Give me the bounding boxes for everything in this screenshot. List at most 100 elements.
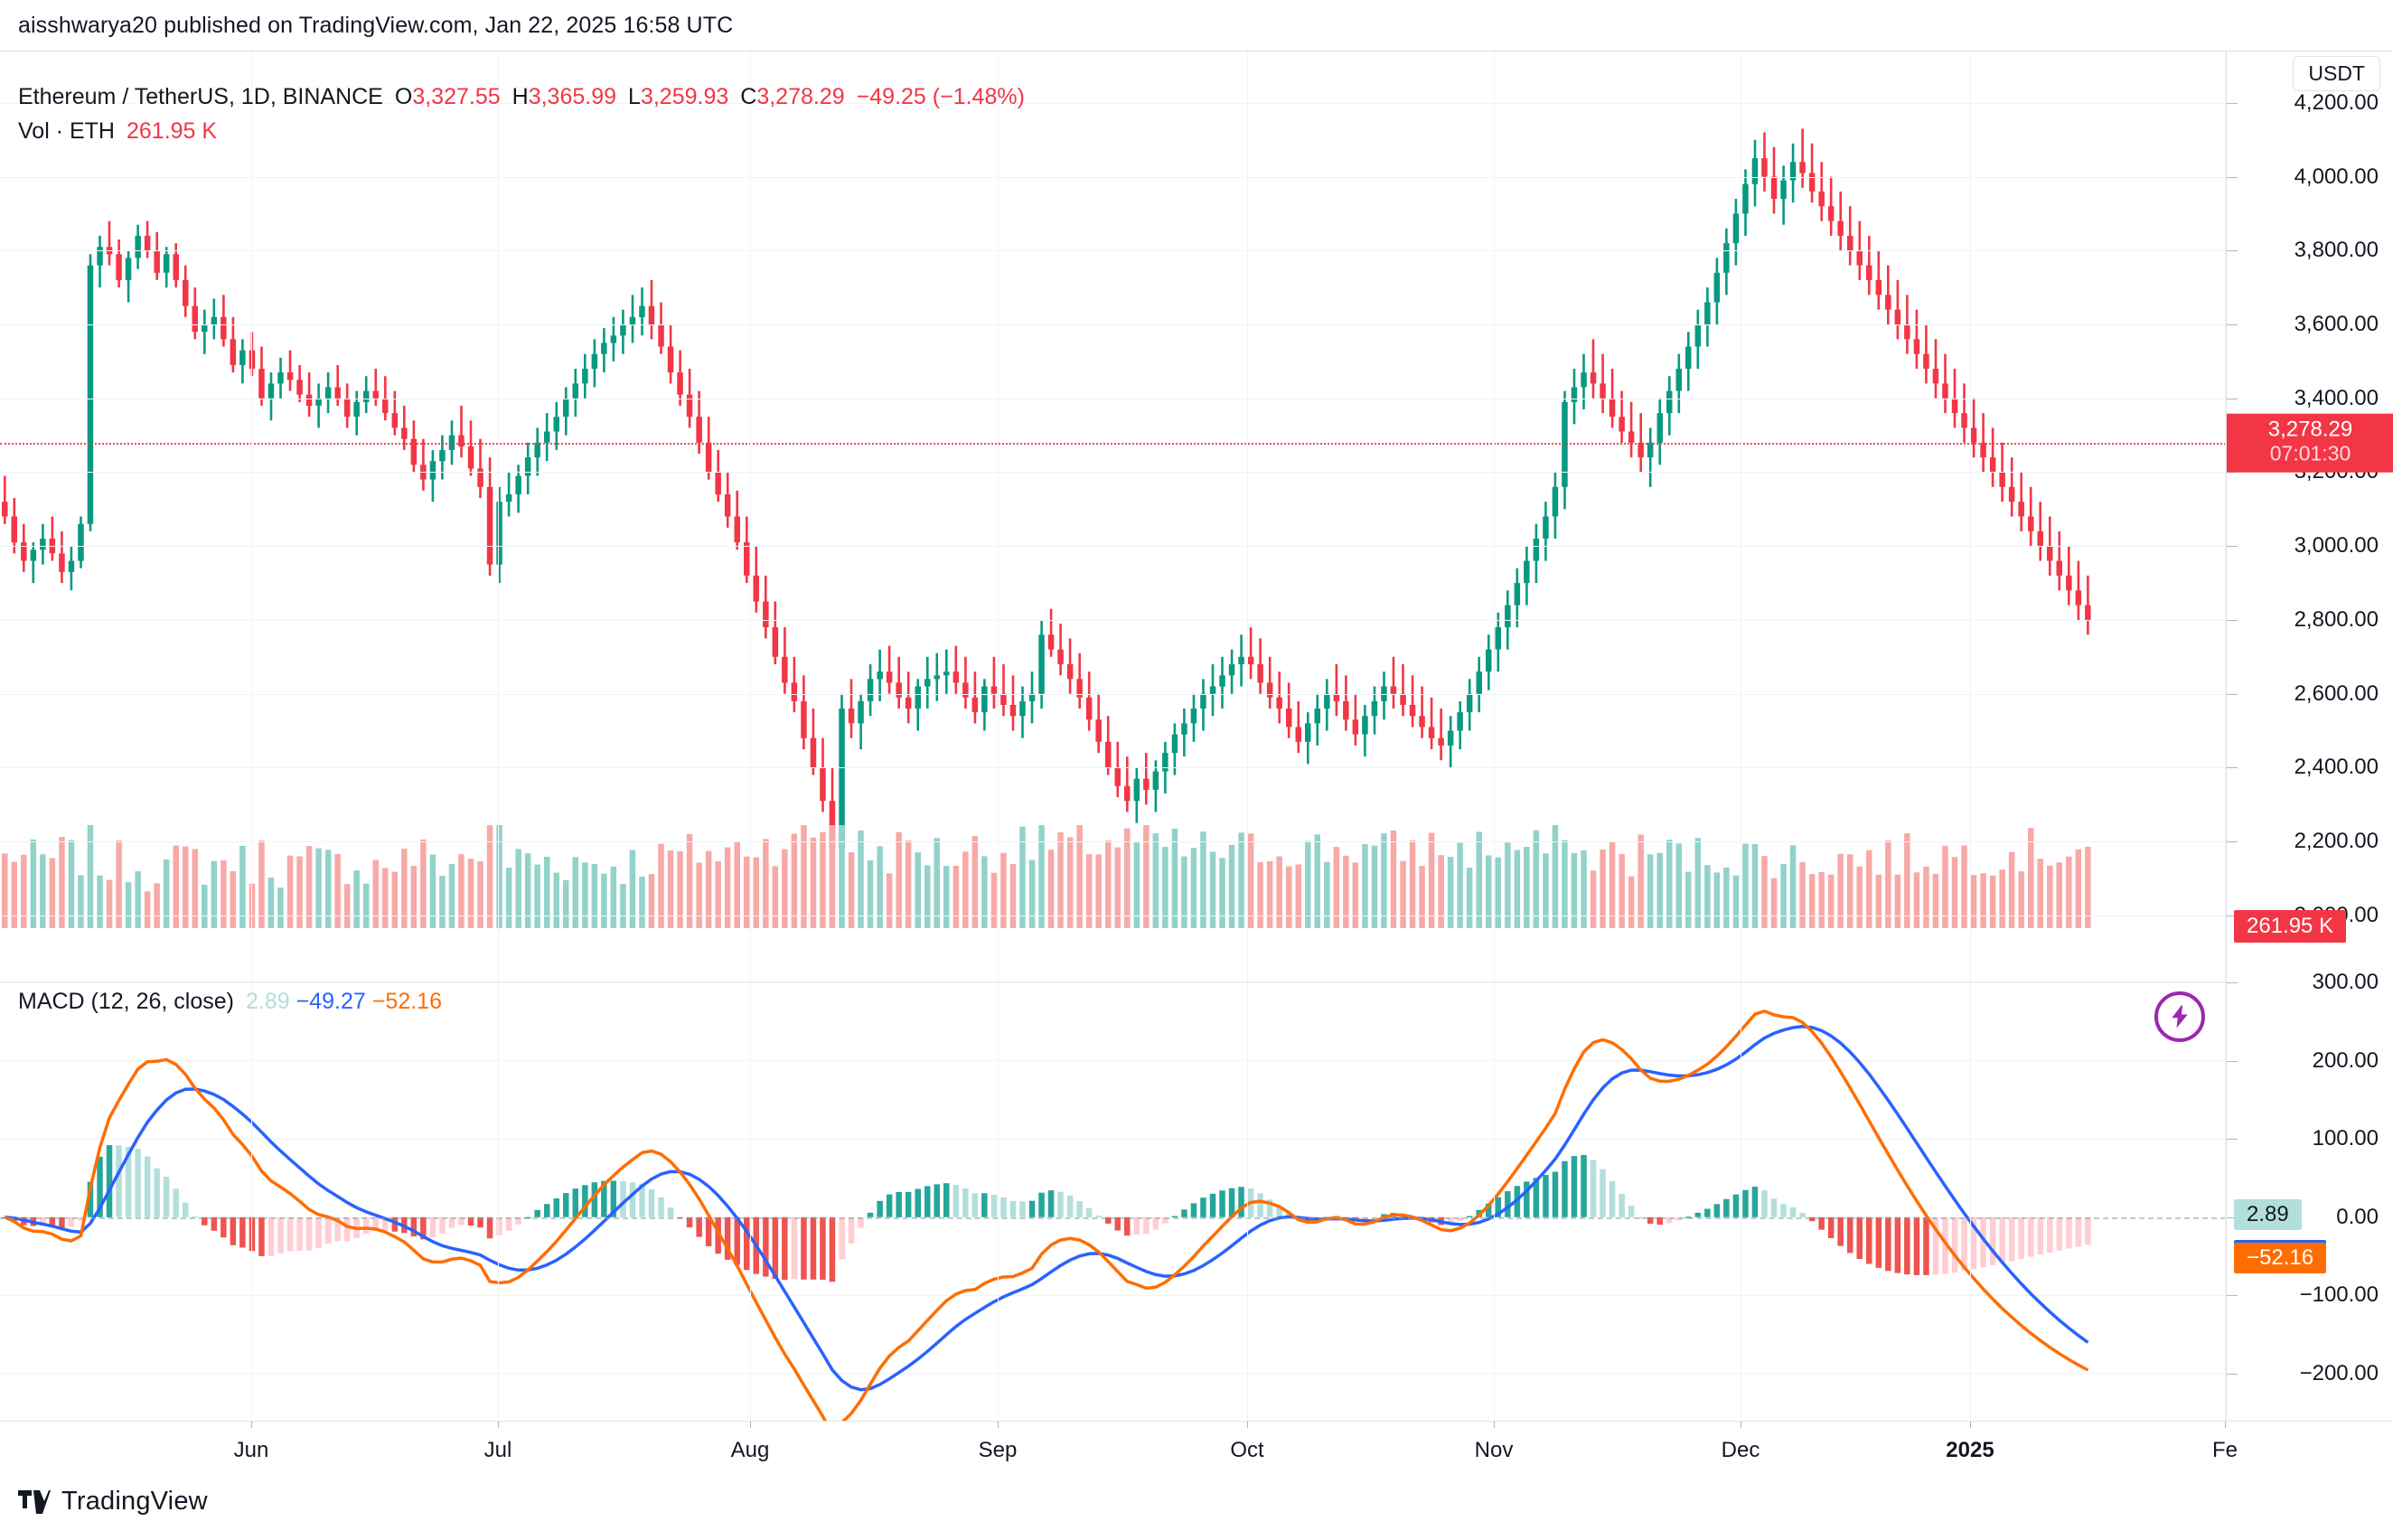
price-gridline (0, 619, 2226, 621)
macd-axis-label: 100.00 (2312, 1126, 2379, 1151)
tradingview-logo-icon (18, 1489, 51, 1514)
open-label: O (394, 84, 413, 109)
price-gridline (0, 693, 2226, 695)
price-axis-label: 4,000.00 (2294, 164, 2379, 189)
time-axis-label: Aug (730, 1438, 770, 1462)
time-gridline (1247, 52, 1248, 1421)
volume-value: 261.95 K (126, 118, 218, 144)
price-gridline (0, 176, 2226, 178)
time-axis-label: Dec (1721, 1438, 1760, 1462)
time-axis-label: Jul (483, 1438, 512, 1462)
volume-label: Vol · ETH (18, 118, 115, 144)
price-axis-tick (2227, 693, 2238, 695)
macd-axis-label: 300.00 (2312, 970, 2379, 994)
macd-hist-badge[interactable]: 2.89 (2234, 1199, 2302, 1231)
low-label: L (628, 84, 641, 109)
macd-title[interactable]: MACD (12, 26, close) (18, 989, 234, 1014)
price-gridline (0, 546, 2226, 548)
current-price-value: 3,278.29 (2267, 418, 2353, 443)
lightning-icon[interactable] (2154, 991, 2205, 1042)
time-axis-label: Sep (978, 1438, 1018, 1462)
macd-axis-label: −200.00 (2299, 1361, 2379, 1386)
time-axis[interactable]: Jun Jul Aug Sep Oct Nov Dec 2025 Fe (0, 1421, 2393, 1470)
price-axis-tick (2227, 546, 2238, 548)
price-axis-label: 3,800.00 (2294, 238, 2379, 263)
price-gridline (0, 324, 2226, 325)
footer: TradingView (18, 1487, 208, 1517)
time-axis-tick (251, 1422, 252, 1428)
price-axis-tick (2227, 250, 2238, 252)
time-gridline (2225, 52, 2226, 1421)
macd-axis-label: −100.00 (2299, 1282, 2379, 1308)
macd-hist-value: 2.89 (245, 989, 290, 1014)
price-axis[interactable]: USDT 4,200.00 4,000.00 3,800.00 3,600.00 3,4… (2226, 52, 2393, 1421)
macd-axis-tick (2227, 1060, 2238, 1062)
price-axis-label: 2,200.00 (2294, 829, 2379, 854)
time-axis-tick (998, 1422, 999, 1428)
pane-separator[interactable] (0, 981, 2393, 982)
currency-badge[interactable]: USDT (2293, 56, 2380, 91)
change-value: −49.25 (−1.48%) (856, 84, 1025, 109)
macd-series (0, 982, 2226, 1421)
bar-countdown: 07:01:30 (2269, 442, 2351, 466)
time-axis-tick (1247, 1422, 1248, 1428)
close-label: C (740, 84, 757, 109)
volume-histogram (2, 825, 2091, 928)
high-value: 3,365.99 (528, 84, 617, 109)
price-axis-label: 4,200.00 (2294, 89, 2379, 115)
macd-axis-tick (2227, 1216, 2238, 1218)
price-axis-tick (2227, 841, 2238, 843)
price-candles (2, 128, 2091, 860)
macd-line-badge[interactable]: −52.16 (2234, 1242, 2327, 1273)
macd-axis-label: 200.00 (2312, 1047, 2379, 1073)
close-value: 3,278.29 (756, 84, 845, 109)
current-price-badge[interactable]: 3,278.29 07:01:30 (2227, 414, 2393, 473)
price-axis-tick (2227, 619, 2238, 621)
time-gridline (498, 52, 499, 1421)
plot-area[interactable] (0, 52, 2226, 1421)
macd-zero-line (0, 1216, 2226, 1219)
attribution-divider (0, 51, 2393, 52)
price-axis-tick (2227, 767, 2238, 769)
price-axis-tick (2227, 324, 2238, 325)
time-axis-tick (750, 1422, 751, 1428)
price-gridline (0, 250, 2226, 252)
price-gridline (0, 102, 2226, 104)
time-gridline (1970, 52, 1971, 1421)
attribution-text: aisshwarya20 published on TradingView.co… (18, 12, 734, 38)
time-axis-label: Fe (2211, 1438, 2238, 1462)
time-axis-label: 2025 (1946, 1438, 1994, 1462)
price-axis-tick (2227, 472, 2238, 474)
high-label: H (511, 84, 529, 109)
macd-axis-tick (2227, 1374, 2238, 1376)
price-axis-label: 3,000.00 (2294, 533, 2379, 559)
time-axis-label: Nov (1474, 1438, 1514, 1462)
open-value: 3,327.55 (412, 84, 501, 109)
symbol-title[interactable]: Ethereum / TetherUS, 1D, BINANCE (18, 84, 383, 109)
macd-axis-tick (2227, 1139, 2238, 1141)
price-axis-label: 2,600.00 (2294, 681, 2379, 706)
macd-legend[interactable]: MACD (12, 26, close) 2.89 −49.27 −52.16 (18, 989, 442, 1015)
time-gridline (750, 52, 751, 1421)
price-axis-label: 2,800.00 (2294, 606, 2379, 632)
macd-signal-value: −49.27 (296, 989, 366, 1014)
low-value: 3,259.93 (640, 84, 729, 109)
price-axis-tick (2227, 102, 2238, 104)
volume-badge[interactable]: 261.95 K (2234, 910, 2347, 943)
price-axis-tick (2227, 176, 2238, 178)
time-axis-tick (498, 1422, 499, 1428)
time-axis-tick (1494, 1422, 1495, 1428)
main-legend[interactable]: Ethereum / TetherUS, 1D, BINANCE O3,327.5… (18, 84, 1025, 110)
price-axis-label: 3,600.00 (2294, 312, 2379, 336)
chart-frame: Ethereum / TetherUS, 1D, BINANCE O3,327.5… (0, 52, 2393, 1470)
price-gridline (0, 472, 2226, 474)
macd-axis-tick (2227, 1295, 2238, 1297)
price-gridline (0, 841, 2226, 843)
time-gridline (1494, 52, 1495, 1421)
tradingview-wordmark: TradingView (61, 1487, 208, 1516)
price-axis-label: 3,400.00 (2294, 385, 2379, 410)
time-axis-tick (2225, 1422, 2226, 1428)
price-gridline (0, 767, 2226, 769)
volume-legend[interactable]: Vol · ETH 261.95 K (18, 118, 217, 145)
macd-line-value: −52.16 (371, 989, 442, 1014)
